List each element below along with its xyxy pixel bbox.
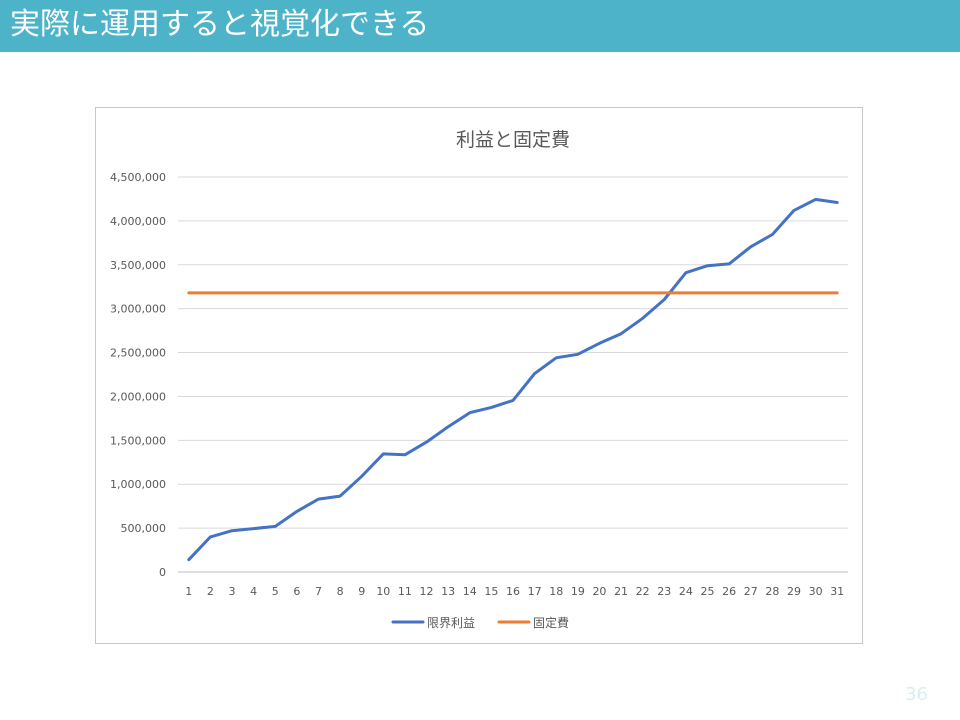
x-tick-label: 8: [337, 585, 344, 598]
x-tick-label: 3: [229, 585, 236, 598]
legend-label-2: 固定費: [533, 615, 569, 630]
x-tick-label: 13: [441, 585, 455, 598]
x-tick-label: 16: [506, 585, 520, 598]
slide-title-bar: 実際に運用すると視覚化できる: [0, 0, 960, 52]
x-tick-label: 6: [293, 585, 300, 598]
y-tick-label: 3,000,000: [110, 303, 166, 316]
chart-title: 利益と固定費: [456, 129, 570, 151]
line-chart: 利益と固定費 0 500,000 1,000,000 1,500,000 2,000,00…: [110, 129, 848, 630]
legend-label-1: 限界利益: [427, 616, 475, 630]
x-tick-label: 1: [185, 585, 192, 598]
x-tick-label: 7: [315, 585, 322, 598]
y-tick-label: 2,500,000: [110, 347, 166, 360]
x-tick-label: 14: [463, 585, 477, 598]
page-number: 36: [905, 684, 928, 705]
x-tick-label: 22: [636, 585, 650, 598]
y-tick-label: 0: [159, 566, 166, 579]
x-tick-label: 24: [679, 585, 693, 598]
x-tick-label: 23: [657, 585, 671, 598]
x-tick-label: 2: [207, 585, 214, 598]
x-tick-label: 17: [528, 585, 542, 598]
x-tick-label: 18: [549, 585, 563, 598]
slide-title: 実際に運用すると視覚化できる: [10, 7, 430, 42]
x-tick-label: 20: [592, 585, 606, 598]
x-tick-label: 26: [722, 585, 736, 598]
y-tick-label: 3,500,000: [110, 259, 166, 272]
y-tick-label: 500,000: [121, 522, 167, 535]
x-tick-label: 15: [484, 585, 498, 598]
y-tick-label: 4,000,000: [110, 215, 166, 228]
x-tick-label: 5: [272, 585, 279, 598]
x-tick-label: 31: [830, 585, 844, 598]
x-tick-label: 4: [250, 585, 257, 598]
x-tick-label: 21: [614, 585, 628, 598]
x-tick-label: 19: [571, 585, 585, 598]
y-tick-label: 1,500,000: [110, 434, 166, 447]
chart-area: 利益と固定費 0 500,000 1,000,000 1,500,000 2,000,00…: [95, 107, 863, 644]
x-tick-label: 11: [398, 585, 412, 598]
series-line-1: [187, 197, 839, 562]
y-tick-label: 2,000,000: [110, 390, 166, 403]
y-tick-label: 4,500,000: [110, 171, 166, 184]
x-tick-label: 30: [809, 585, 823, 598]
x-tick-label: 25: [701, 585, 715, 598]
x-tick-label: 29: [787, 585, 801, 598]
x-tick-label: 12: [420, 585, 434, 598]
x-tick-label: 27: [744, 585, 758, 598]
x-tick-label: 28: [765, 585, 779, 598]
y-tick-label: 1,000,000: [110, 478, 166, 491]
x-tick-label: 10: [376, 585, 390, 598]
x-tick-label: 9: [358, 585, 365, 598]
